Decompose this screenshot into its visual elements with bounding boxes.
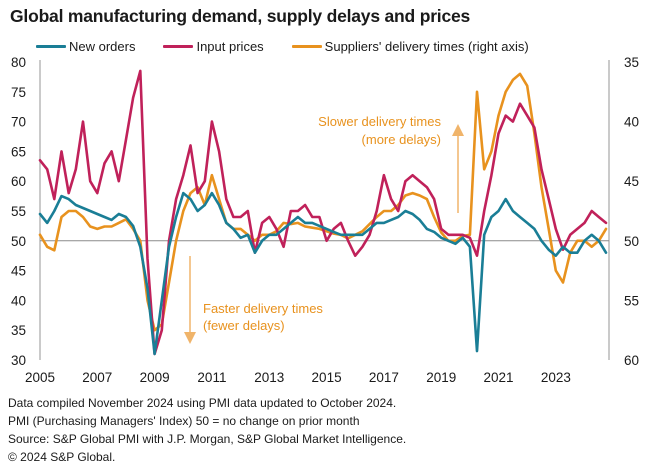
y-left-tick-label: 30 bbox=[11, 353, 26, 368]
y-left-tick-label: 50 bbox=[11, 234, 26, 249]
y-left-tick-label: 60 bbox=[11, 174, 26, 189]
legend-swatch-new-orders bbox=[36, 45, 66, 48]
y-right-tick-label: 35 bbox=[624, 55, 639, 70]
footer-line-copyright: © 2024 S&P Global. bbox=[8, 450, 116, 464]
footer-line-compiled: Data compiled November 2024 using PMI da… bbox=[8, 396, 397, 410]
annotations: Slower delivery times (more delays) Fast… bbox=[184, 114, 464, 344]
chart-title: Global manufacturing demand, supply dela… bbox=[10, 6, 471, 26]
x-tick-label: 2009 bbox=[140, 370, 170, 385]
series-line-suppliers-delivery-times-right-axis bbox=[38, 72, 608, 332]
series-line-new-orders bbox=[38, 191, 608, 356]
x-tick-label: 2015 bbox=[312, 370, 342, 385]
y-right-tick-label: 50 bbox=[624, 234, 639, 249]
legend-label-new-orders: New orders bbox=[69, 39, 136, 54]
series-lines bbox=[38, 69, 608, 356]
y-left-tick-label: 40 bbox=[11, 293, 26, 308]
arrow-down-icon bbox=[184, 256, 196, 344]
annotation-slower-line1: Slower delivery times bbox=[318, 114, 441, 129]
x-tick-label: 2011 bbox=[197, 370, 226, 385]
x-tick-label: 2021 bbox=[484, 370, 514, 385]
x-tick-label: 2019 bbox=[426, 370, 456, 385]
footer-line-source: Source: S&P Global PMI with J.P. Morgan,… bbox=[8, 432, 407, 446]
legend-swatch-input-prices bbox=[163, 45, 194, 48]
y-left-tick-label: 80 bbox=[11, 55, 26, 70]
y-right-tick-label: 40 bbox=[624, 115, 639, 130]
legend-swatch-delivery-times bbox=[291, 45, 322, 48]
annotation-faster-line1: Faster delivery times bbox=[203, 301, 323, 316]
legend-label-input-prices: Input prices bbox=[196, 39, 264, 54]
y-right-tick-label: 60 bbox=[624, 353, 639, 368]
chart-area: 30 35 40 45 50 55 60 65 70 75 80 35 40 45 50 55 60 2005 20… bbox=[11, 55, 639, 385]
x-tick-label: 2005 bbox=[25, 370, 55, 385]
footer: Data compiled November 2024 using PMI da… bbox=[8, 394, 406, 466]
legend-item-delivery-times: Suppliers' delivery times (right axis) bbox=[291, 39, 529, 54]
x-tick-label: 2023 bbox=[541, 370, 571, 385]
legend-label-delivery-times: Suppliers' delivery times (right axis) bbox=[324, 39, 529, 54]
legend-item-input-prices: Input prices bbox=[163, 39, 264, 54]
y-left-tick-label: 35 bbox=[11, 323, 26, 338]
y-left-tick-label: 65 bbox=[11, 144, 26, 159]
x-tick-label: 2013 bbox=[254, 370, 284, 385]
y-left-tick-label: 70 bbox=[11, 115, 26, 130]
y-left-tick-label: 45 bbox=[11, 264, 26, 279]
y-left-tick-label: 75 bbox=[11, 85, 26, 100]
legend-item-new-orders: New orders bbox=[36, 39, 135, 54]
x-tick-label: 2017 bbox=[369, 370, 399, 385]
series-line-input-prices bbox=[38, 69, 608, 356]
legend: New orders Input prices Suppliers' deliv… bbox=[36, 39, 557, 54]
x-tick-label: 2007 bbox=[82, 370, 112, 385]
footer-line-pmi-definition: PMI (Purchasing Managers' Index) 50 = no… bbox=[8, 414, 360, 428]
axes: 30 35 40 45 50 55 60 65 70 75 80 35 40 45 50 55 60 2005 20… bbox=[11, 55, 639, 385]
y-right-tick-label: 55 bbox=[624, 293, 639, 308]
annotation-slower-line2: (more delays) bbox=[362, 132, 441, 147]
y-left-tick-label: 55 bbox=[11, 204, 26, 219]
annotation-faster-line2: (fewer delays) bbox=[203, 318, 285, 333]
arrow-up-icon bbox=[452, 124, 464, 213]
y-right-tick-label: 45 bbox=[624, 174, 639, 189]
